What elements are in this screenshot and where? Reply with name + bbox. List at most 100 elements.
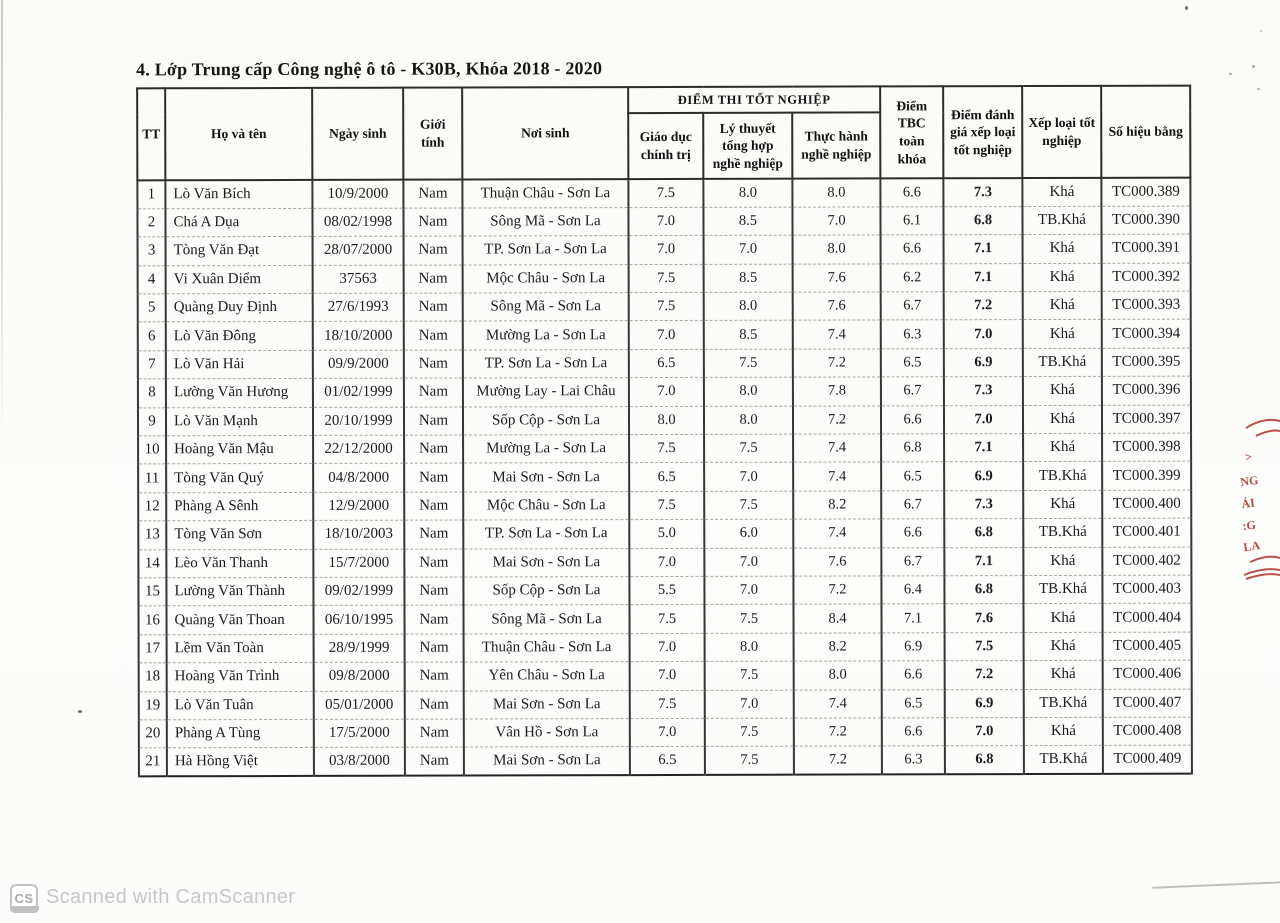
cell-gender: Nam [404, 633, 464, 663]
cell-gender: Nam [403, 321, 463, 351]
scan-speck [78, 710, 82, 713]
cell-gender: Nam [404, 435, 464, 464]
header-xeploai: Xếp loại tốt nghiệp [1022, 85, 1102, 179]
cell-birthplace: Mai Sơn - Sơn La [463, 690, 630, 719]
document: 4. Lớp Trung cấp Công nghệ ô tô - K30B, … [136, 57, 1193, 778]
table-row: 15 Lường Văn Thành 09/02/1999 Nam Sốp Cộ… [138, 575, 1192, 607]
cell-birthplace: Mường La - Sơn La [462, 321, 629, 350]
cell-xeploai: Khá [1022, 376, 1103, 406]
cell-score-gdct: 7.0 [629, 633, 705, 662]
camscanner-logo-strip [9, 905, 39, 913]
cell-score-thuchanh: 7.2 [793, 717, 882, 747]
cell-dob: 10/9/2000 [312, 179, 404, 209]
cell-tt: 5 [137, 293, 166, 323]
table-body: 1 Lò Văn Bích 10/9/2000 Nam Thuận Châu -… [137, 177, 1192, 777]
cell-name: Tòng Văn Đạt [165, 236, 313, 266]
cell-sohieu: TC000.399 [1102, 461, 1192, 491]
cell-gender: Nam [404, 605, 464, 634]
cell-gender: Nam [403, 378, 463, 407]
red-stamp-fragment: > NG ÁI :G LA [1239, 418, 1280, 580]
cell-score-thuchanh: 8.2 [793, 632, 882, 662]
cell-score-lythuyet: 7.0 [704, 547, 794, 577]
table-row: 3 Tòng Văn Đạt 28/07/2000 Nam TP. Sơn La… [137, 234, 1191, 266]
cell-score-lythuyet: 8.0 [703, 405, 794, 435]
cell-xeploai: Khá [1023, 717, 1103, 746]
cell-dob: 20/10/1999 [312, 406, 405, 436]
cell-score-thuchanh: 7.4 [793, 519, 882, 548]
cell-score-tbc: 6.6 [881, 518, 945, 548]
table-row: 14 Lèo Văn Thanh 15/7/2000 Nam Mai Sơn -… [138, 546, 1192, 578]
cell-dob: 12/9/2000 [313, 491, 405, 521]
cell-xeploai: Khá [1023, 490, 1103, 519]
header-thuchanh: Thực hành nghề nghiệp [792, 112, 881, 179]
camscanner-logo: CS [9, 884, 39, 913]
cell-score-thuchanh: 7.2 [793, 746, 882, 775]
table-row: 9 Lò Văn Mạnh 20/10/1999 Nam Sốp Cộp - S… [137, 404, 1192, 436]
cell-dob: 08/02/1998 [312, 208, 404, 237]
scan-speck [1252, 65, 1255, 68]
cell-birthplace: Thuận Châu - Sơn La [462, 179, 629, 208]
cell-birthplace: Mộc Châu - Sơn La [463, 491, 630, 521]
cell-dob: 01/02/1999 [312, 378, 404, 408]
cell-dob: 04/8/2000 [313, 463, 405, 493]
cell-tt: 18 [138, 662, 167, 692]
cell-sohieu: TC000.406 [1102, 660, 1192, 689]
cell-sohieu: TC000.394 [1101, 319, 1191, 349]
cell-score-tbc: 7.1 [881, 604, 945, 633]
cell-birthplace: Mường Lay - Lai Châu [462, 377, 629, 407]
cell-score-gdct: 7.5 [629, 491, 705, 520]
cell-score-lythuyet: 7.5 [704, 490, 794, 520]
cell-birthplace: Mai Sơn - Sơn La [463, 462, 630, 492]
cell-birthplace: Yên Châu - Sơn La [463, 661, 630, 691]
cell-score-gdct: 7.0 [628, 377, 704, 407]
cell-sohieu: TC000.389 [1101, 177, 1191, 207]
cell-name: Lò Văn Tuân [166, 690, 314, 720]
scan-speck [1257, 88, 1260, 90]
cell-score-danhgia: 7.6 [944, 603, 1024, 633]
cell-score-gdct: 6.5 [628, 349, 704, 378]
cell-birthplace: Mường La - Sơn La [463, 434, 630, 464]
cell-birthplace: Sông Mã - Sơn La [463, 604, 630, 634]
cell-gender: Nam [403, 236, 463, 265]
scan-speck [1185, 6, 1188, 10]
cell-xeploai: TB.Khá [1023, 518, 1103, 548]
cell-gender: Nam [404, 491, 464, 521]
cell-score-tbc: 6.7 [881, 490, 945, 520]
table-row: 13 Tòng Văn Sơn 18/10/2003 Nam TP. Sơn L… [138, 518, 1192, 550]
cell-gender: Nam [404, 463, 464, 492]
table-row: 11 Tòng Văn Quý 04/8/2000 Nam Mai Sơn - … [138, 461, 1192, 493]
header-tbc: Điểm TBC toàn khóa [880, 86, 944, 179]
table-row: 4 Vi Xuân Diểm 37563 Nam Mộc Châu - Sơn … [137, 262, 1191, 294]
cell-birthplace: Thuận Châu - Sơn La [463, 633, 630, 663]
stamp-fragment: NG [1239, 473, 1259, 489]
cell-gender: Nam [404, 718, 464, 748]
cell-score-thuchanh: 7.0 [792, 206, 881, 236]
cell-score-danhgia: 7.0 [944, 717, 1024, 747]
table-row: 19 Lò Văn Tuân 05/01/2000 Nam Mai Sơn - … [138, 688, 1192, 720]
camscanner-footer-text: Scanned with CamScanner [46, 886, 296, 908]
cell-sohieu: TC000.397 [1102, 404, 1192, 434]
cell-name: Hoàng Văn Mậu [166, 435, 314, 465]
cell-sohieu: TC000.396 [1101, 376, 1192, 405]
cell-score-gdct: 7.0 [629, 718, 705, 747]
cell-score-lythuyet: 7.5 [703, 349, 793, 378]
cell-xeploai: Khá [1022, 263, 1102, 292]
cell-dob: 28/9/1999 [313, 633, 405, 663]
cell-tt: 17 [138, 634, 167, 664]
cell-name: Lò Văn Mạnh [165, 407, 314, 436]
cell-score-gdct: 7.0 [628, 207, 704, 236]
cell-score-danhgia: 6.8 [944, 745, 1024, 775]
cell-tt: 11 [138, 464, 167, 493]
cell-score-gdct: 7.5 [629, 689, 705, 719]
cell-dob: 09/9/2000 [312, 350, 404, 379]
cell-score-thuchanh: 8.0 [793, 661, 882, 690]
cell-score-danhgia: 6.9 [944, 689, 1024, 718]
cell-score-gdct: 7.5 [628, 292, 704, 322]
cell-score-danhgia: 6.8 [944, 575, 1024, 605]
cell-score-thuchanh: 7.2 [793, 575, 882, 605]
cell-score-tbc: 6.6 [881, 717, 945, 747]
cell-birthplace: TP. Sơn La - Sơn La [463, 519, 630, 549]
cell-dob: 09/02/1999 [313, 577, 405, 606]
cell-score-lythuyet: 8.0 [703, 377, 793, 407]
cell-xeploai: TB.Khá [1022, 206, 1102, 235]
